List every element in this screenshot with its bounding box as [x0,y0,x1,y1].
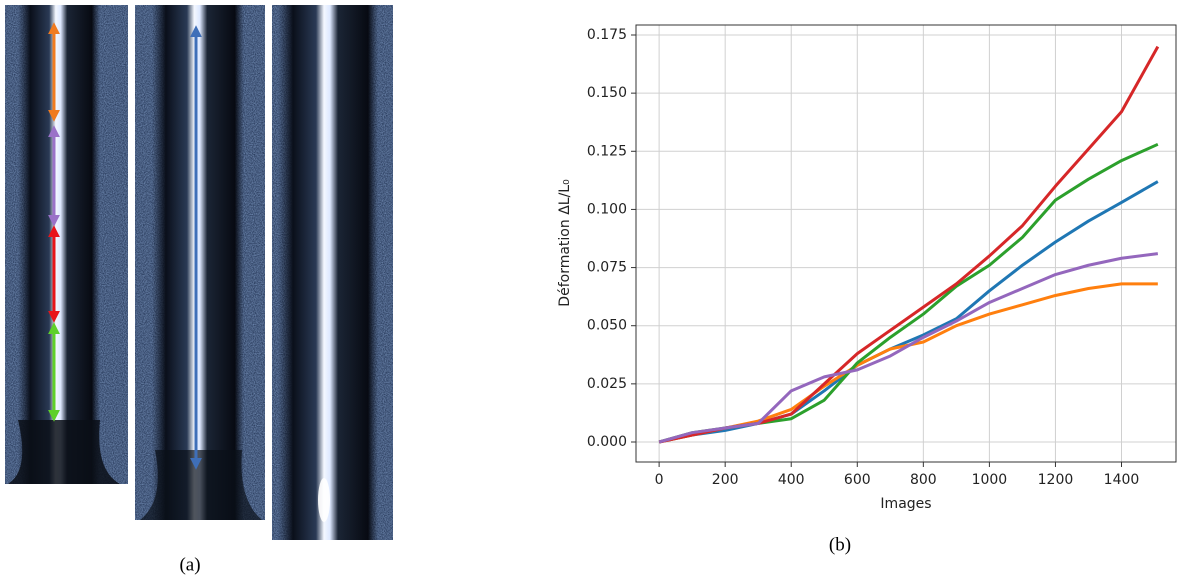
caption-b: (b) [829,534,851,555]
data-line [658,252,1159,444]
y-tick-label: 0.100 [587,201,627,217]
x-tick-label: 600 [844,472,871,488]
data-line [658,180,1159,444]
x-tick-label: 200 [712,472,739,488]
caption-a: (a) [179,554,200,575]
x-tick-label: 1400 [1104,472,1140,488]
y-tick-label: 0.050 [587,318,627,334]
data-line [658,45,1160,444]
plot-frame [635,24,1177,463]
x-tick-label: 0 [655,472,664,488]
photo-2 [135,5,265,520]
data-line [658,282,1158,444]
x-tick-label: 800 [910,472,937,488]
y-tick-label: 0.000 [587,434,627,450]
x-axis-label: Images [880,496,931,512]
y-tick-label: 0.075 [587,260,627,276]
x-tick-label: 1000 [972,472,1008,488]
x-tick-label: 1200 [1038,472,1074,488]
y-tick-label: 0.150 [587,85,627,101]
photo-3 [272,5,393,540]
y-tick-label: 0.025 [587,376,627,392]
y-tick-label: 0.175 [587,27,627,43]
data-line [658,142,1159,444]
x-tick-label: 400 [778,472,805,488]
photo-1 [5,5,128,484]
y-tick-label: 0.125 [587,143,627,159]
y-axis-label: Déformation ΔL/L₀ [557,179,573,307]
